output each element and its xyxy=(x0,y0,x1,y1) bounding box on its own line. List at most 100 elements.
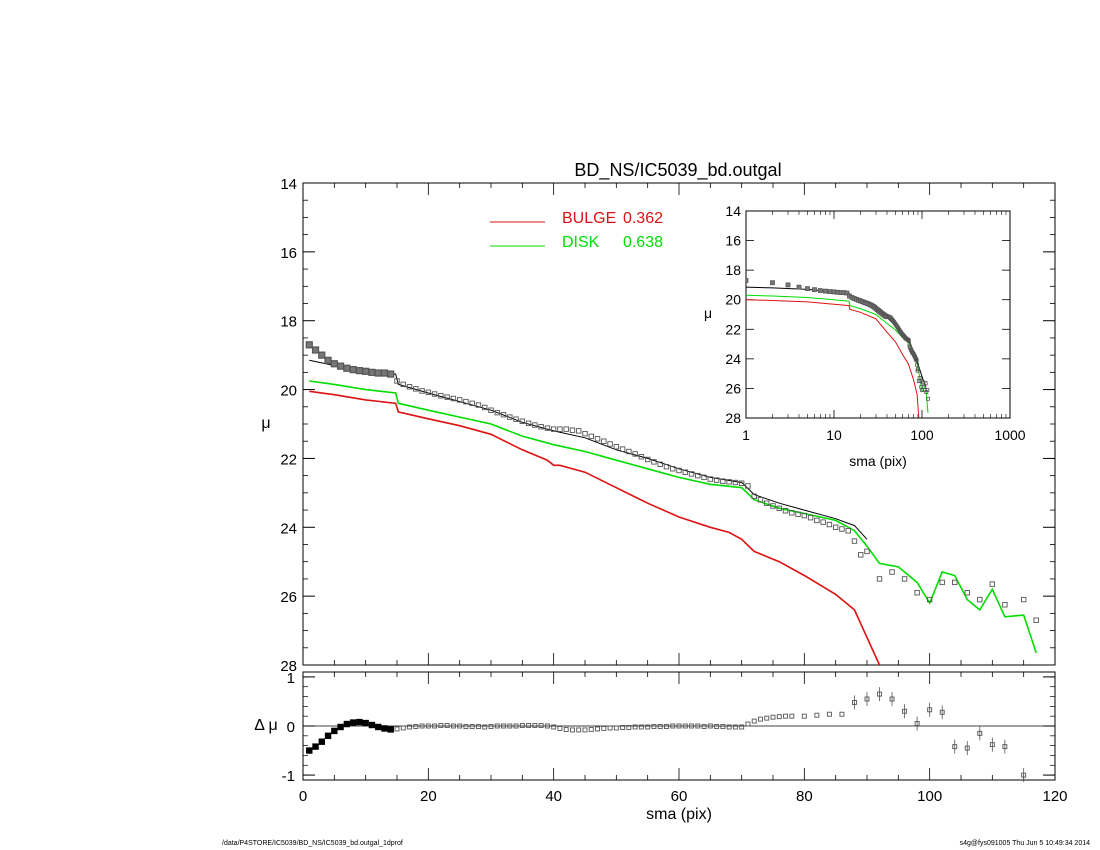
inset-data-point xyxy=(925,388,930,392)
main-data-point xyxy=(394,378,400,384)
main-data-point xyxy=(764,500,770,506)
residual-x-axis-label: sma (pix) xyxy=(646,806,712,823)
inset-x-tick-label: 10 xyxy=(826,427,842,443)
main-data-point xyxy=(801,512,808,519)
residual-data-point xyxy=(482,724,488,730)
residual-data-point xyxy=(852,699,857,705)
footer-file-path: /data/P4STORE/IC5039/BD_NS/IC5039_bd.out… xyxy=(222,840,403,847)
main-data-point xyxy=(839,526,845,532)
residual-data-point xyxy=(387,726,394,733)
residual-data-point xyxy=(551,724,557,730)
main-data-point xyxy=(876,576,883,582)
main-y-tick-label: 24 xyxy=(280,520,297,537)
main-data-point xyxy=(757,497,764,503)
main-data-point xyxy=(651,459,657,465)
residual-data-point xyxy=(507,723,513,729)
residual-data-point xyxy=(770,714,776,720)
main-data-point xyxy=(519,418,526,424)
main-data-point xyxy=(444,394,450,400)
main-data-point xyxy=(726,479,732,485)
residual-data-point xyxy=(331,727,338,735)
residual-data-point xyxy=(745,721,751,727)
main-data-point xyxy=(563,426,569,432)
inset-data-point xyxy=(926,396,930,401)
residual-data-point xyxy=(751,718,757,724)
main-data-point xyxy=(701,474,707,481)
inset-y-tick-label: 14 xyxy=(725,203,741,219)
residual-data-point xyxy=(814,712,820,718)
inset-panel: 14 16 18 20 22 24 26 28 1 10 100 1000 sma (pix) μ xyxy=(704,203,1026,469)
main-data-point xyxy=(738,480,745,486)
residual-data-point xyxy=(375,723,382,731)
main-data-point xyxy=(368,368,376,376)
main-data-point xyxy=(1002,602,1008,608)
residual-data-point xyxy=(450,723,456,729)
residual-data-point xyxy=(676,723,682,729)
residual-data-point xyxy=(532,723,538,728)
residual-data-point xyxy=(707,723,713,729)
inset-data-point xyxy=(823,288,828,294)
main-data-point xyxy=(413,386,419,392)
inset-data-point xyxy=(923,381,928,386)
main-data-point xyxy=(475,402,482,408)
main-data-point xyxy=(362,367,370,375)
main-y-axis-label: μ xyxy=(261,415,270,432)
inset-data-point xyxy=(827,289,833,294)
main-data-point xyxy=(676,467,682,474)
inset-series-bulge-line xyxy=(746,299,920,418)
residual-y-tick-label: 1 xyxy=(287,670,295,687)
main-data-point xyxy=(707,476,714,482)
residual-data-point xyxy=(432,723,438,729)
residual-x-tick-label: 20 xyxy=(420,788,437,805)
main-data-point xyxy=(732,479,739,486)
residual-data-point xyxy=(318,738,325,745)
main-data-point xyxy=(858,552,864,558)
main-data-point xyxy=(400,381,406,388)
main-data-point xyxy=(532,422,538,428)
chart-title: BD_NS/IC5039_bd.outgal xyxy=(574,160,781,181)
main-data-point xyxy=(619,446,626,452)
inset-x-axis-label: sma (pix) xyxy=(849,453,907,469)
main-data-point xyxy=(500,412,507,418)
main-data-point xyxy=(450,395,457,402)
main-series-group xyxy=(309,359,1037,665)
main-data-point xyxy=(745,483,751,489)
residual-data-point xyxy=(582,727,588,733)
main-data-point xyxy=(776,505,782,512)
main-data-point xyxy=(494,409,500,416)
residual-data-point xyxy=(789,713,795,719)
inset-data-point xyxy=(915,362,920,367)
legend-disk-label: DISK xyxy=(562,234,600,251)
main-data-point xyxy=(569,427,576,433)
residual-data-points xyxy=(306,687,1027,783)
residual-data-point xyxy=(664,724,669,729)
main-y-tick-label: 18 xyxy=(280,314,297,331)
residual-data-point xyxy=(645,724,651,730)
residual-data-point xyxy=(538,723,544,728)
residual-data-point xyxy=(764,715,770,721)
main-data-point xyxy=(594,436,601,442)
inset-data-point xyxy=(785,282,791,288)
main-y-tick-label: 14 xyxy=(280,176,297,193)
main-data-point xyxy=(463,398,469,405)
footer-timestamp: s4g@fys091005 Thu Jun 5 10:49:34 2014 xyxy=(959,840,1090,847)
residual-data-point xyxy=(381,725,388,732)
residual-data-point xyxy=(570,727,575,733)
residual-x-tick-label: 60 xyxy=(671,788,688,805)
main-data-point xyxy=(657,461,663,467)
residual-data-point xyxy=(425,723,431,729)
inset-x-tick-label: 1000 xyxy=(994,427,1025,443)
residual-data-point xyxy=(720,724,726,729)
residual-data-point xyxy=(739,724,745,730)
main-data-point xyxy=(939,579,945,586)
main-data-point xyxy=(425,389,432,396)
legend-disk-value: 0.638 xyxy=(623,234,663,251)
main-data-points xyxy=(305,341,1039,623)
main-data-point xyxy=(550,426,557,432)
inset-y-tick-label: 26 xyxy=(725,380,741,396)
residual-data-point xyxy=(632,724,638,730)
main-data-point xyxy=(1020,596,1027,603)
inset-y-axis-label: μ xyxy=(704,305,712,321)
residual-data-point xyxy=(544,723,550,729)
residual-data-point xyxy=(726,724,732,730)
